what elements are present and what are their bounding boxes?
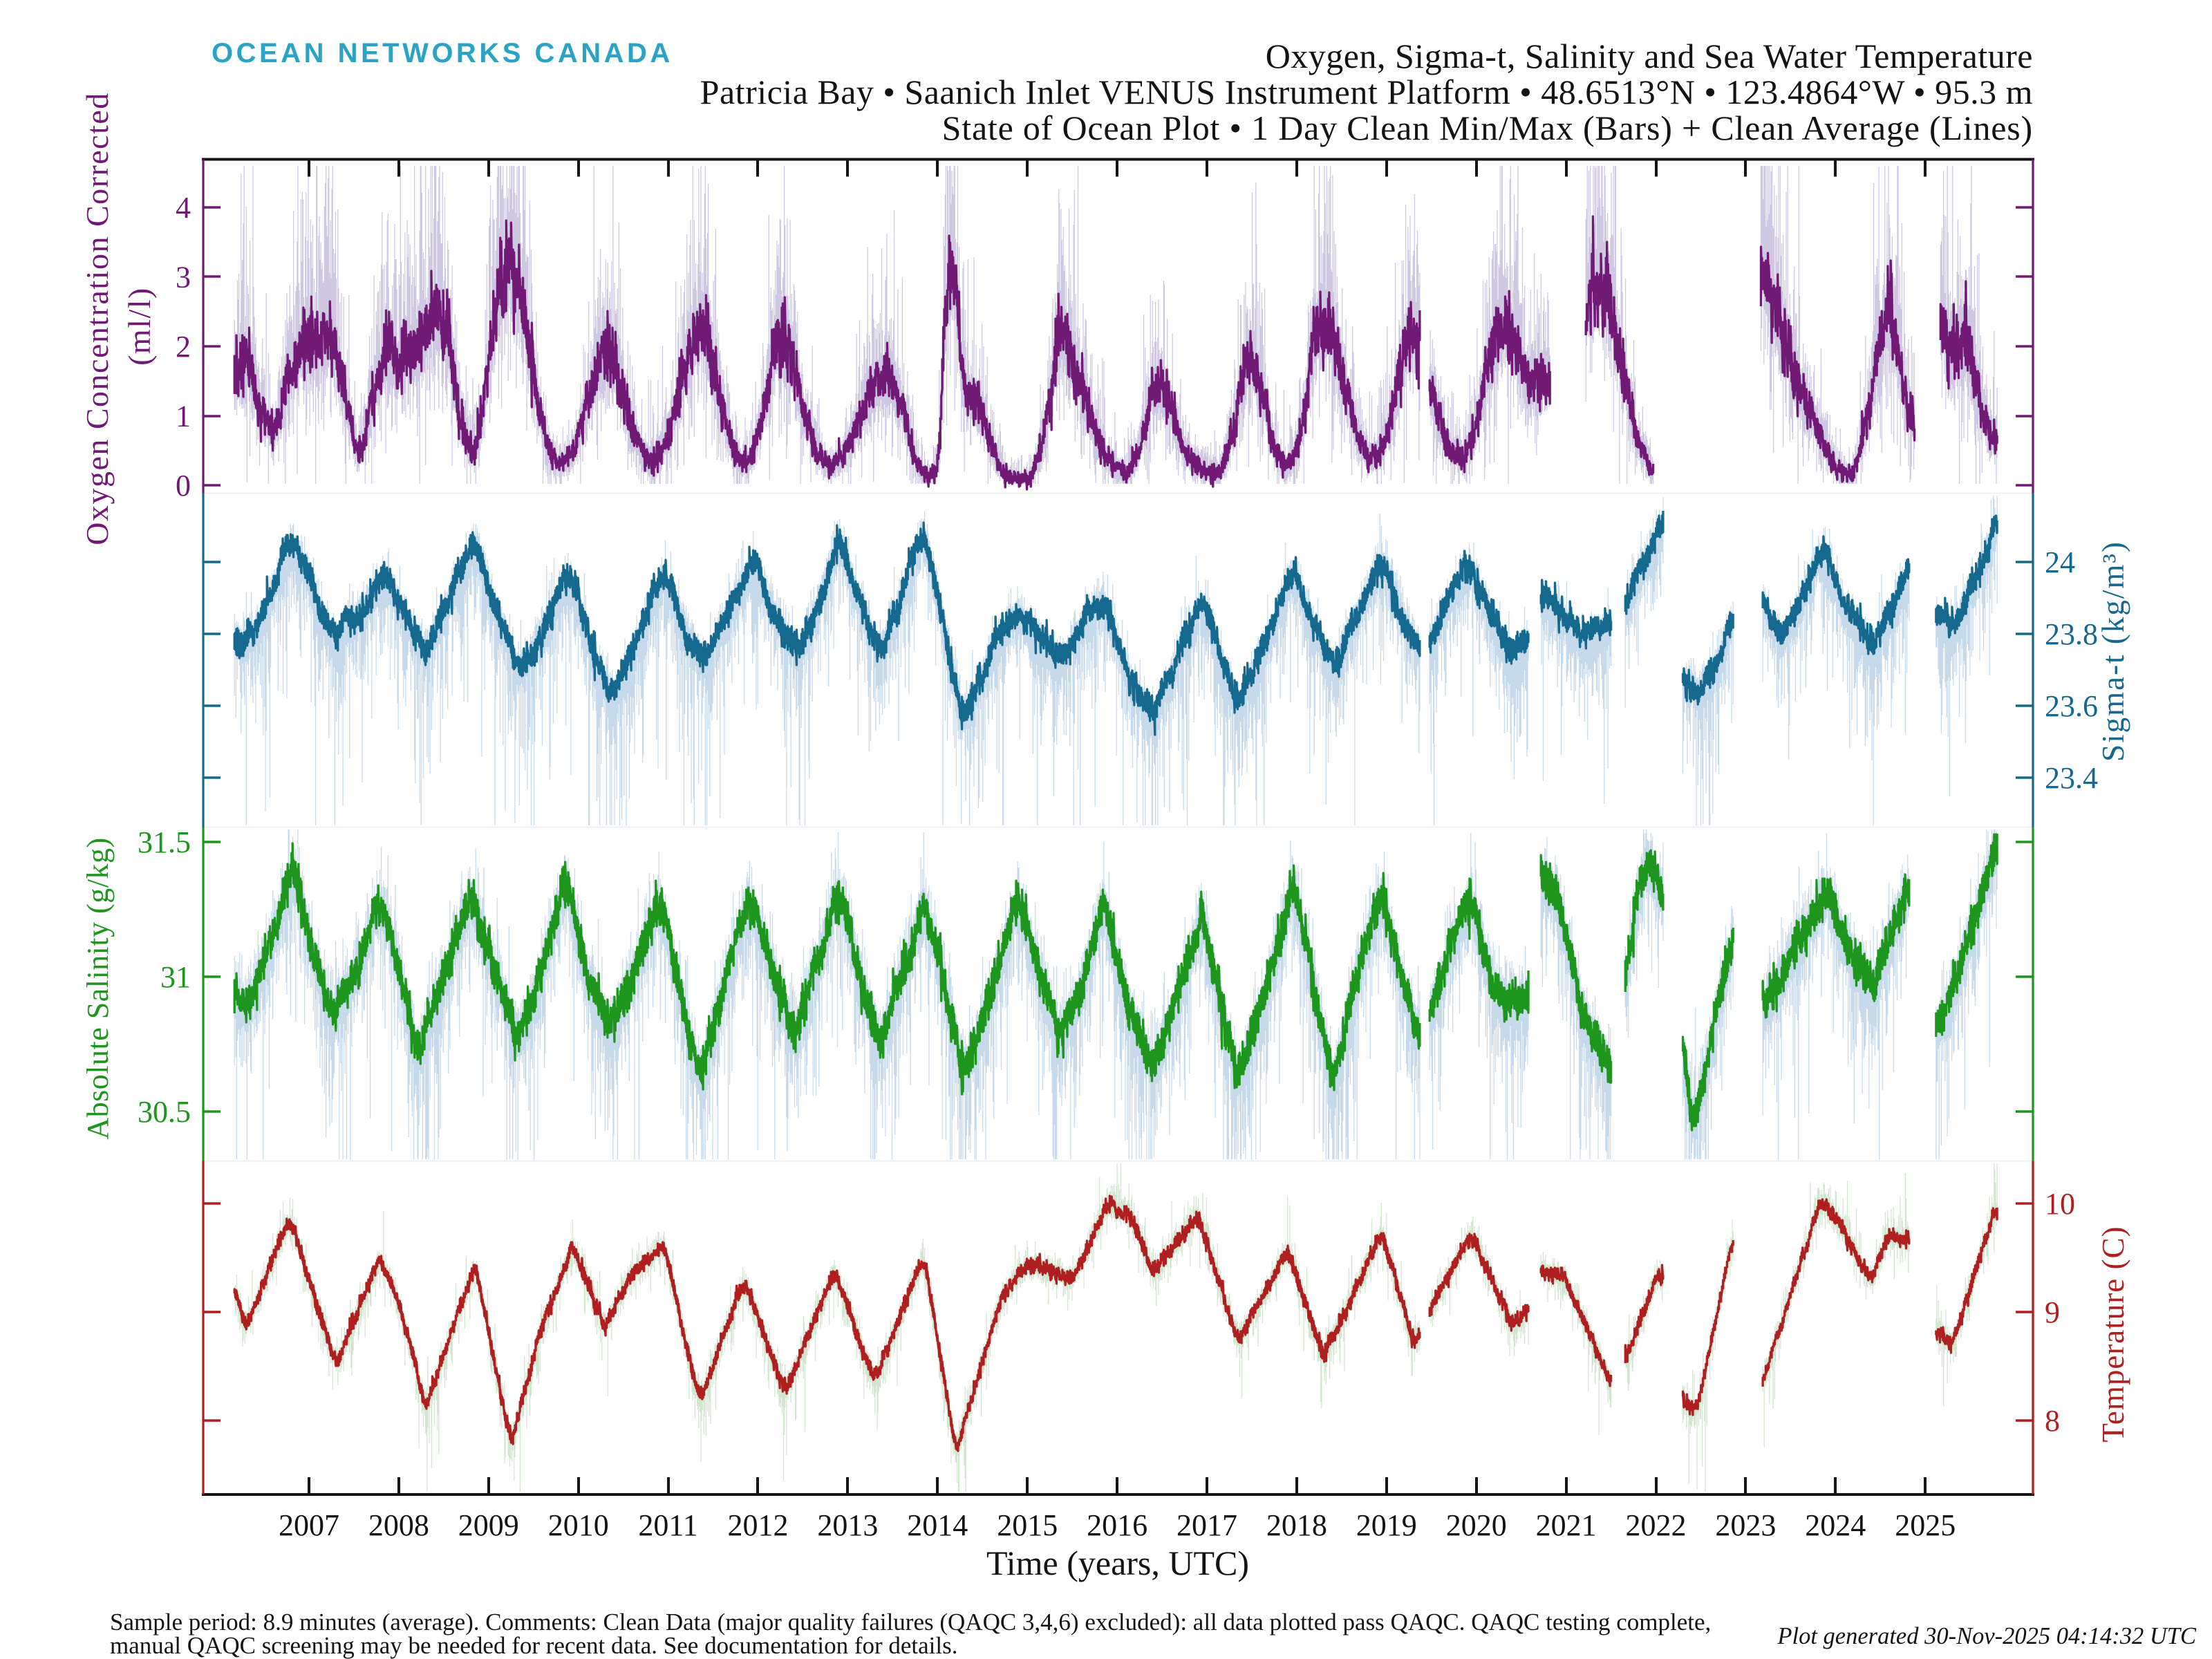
svg-text:2015: 2015 [997,1508,1058,1542]
svg-text:OCEAN NETWORKS CANADA: OCEAN NETWORKS CANADA [212,38,673,68]
svg-text:2016: 2016 [1087,1508,1147,1542]
svg-text:31: 31 [160,960,191,994]
svg-text:2007: 2007 [279,1508,339,1542]
svg-text:Sample period: 8.9 minutes (av: Sample period: 8.9 minutes (average). Co… [110,1609,1711,1635]
svg-text:23.8: 23.8 [2045,617,2098,651]
svg-text:Temperature (C): Temperature (C) [2096,1226,2130,1443]
svg-text:Oxygen, Sigma-t, Salinity and: Oxygen, Sigma-t, Salinity and Sea Water … [1266,37,2033,75]
svg-text:2013: 2013 [817,1508,878,1542]
svg-text:(ml/l): (ml/l) [122,287,157,366]
svg-text:2010: 2010 [548,1508,609,1542]
svg-text:8: 8 [2045,1404,2060,1438]
svg-text:2011: 2011 [638,1508,697,1542]
svg-text:2018: 2018 [1266,1508,1327,1542]
svg-text:30.5: 30.5 [138,1095,191,1129]
svg-text:2012: 2012 [728,1508,789,1542]
svg-text:24: 24 [2045,545,2075,579]
svg-text:0: 0 [176,469,191,503]
svg-text:1: 1 [176,400,191,433]
svg-text:Absolute Salinity (g/kg): Absolute Salinity (g/kg) [81,837,115,1139]
svg-text:31.5: 31.5 [138,825,191,859]
svg-text:2009: 2009 [458,1508,519,1542]
svg-text:State of Ocean Plot • 1 Day Cl: State of Ocean Plot • 1 Day Clean Min/Ma… [942,109,2033,147]
svg-text:2020: 2020 [1446,1508,1507,1542]
svg-text:Time (years, UTC): Time (years, UTC) [986,1544,1249,1582]
svg-text:2024: 2024 [1805,1508,1866,1542]
svg-text:manual QAQC screening may be n: manual QAQC screening may be needed for … [110,1632,958,1659]
svg-text:2: 2 [176,330,191,364]
svg-text:2019: 2019 [1356,1508,1417,1542]
svg-text:2022: 2022 [1626,1508,1687,1542]
svg-text:4: 4 [176,191,191,225]
svg-text:2008: 2008 [368,1508,429,1542]
svg-text:Oxygen Concentration Corrected: Oxygen Concentration Corrected [79,92,115,545]
svg-text:2017: 2017 [1177,1508,1237,1542]
svg-text:23.6: 23.6 [2045,689,2098,723]
svg-text:Plot generated 30-Nov-2025 04:: Plot generated 30-Nov-2025 04:14:32 UTC [1777,1623,2197,1649]
svg-text:9: 9 [2045,1295,2060,1329]
svg-text:2014: 2014 [907,1508,968,1542]
svg-text:Sigma-t (kg/m³): Sigma-t (kg/m³) [2096,541,2130,762]
svg-text:2021: 2021 [1536,1508,1597,1542]
svg-text:2023: 2023 [1715,1508,1776,1542]
svg-text:2025: 2025 [1895,1508,1956,1542]
svg-text:10: 10 [2045,1187,2075,1221]
svg-text:Patricia Bay • Saanich Inlet V: Patricia Bay • Saanich Inlet VENUS Instr… [700,73,2033,111]
svg-text:23.4: 23.4 [2045,761,2098,795]
svg-text:3: 3 [176,261,191,294]
